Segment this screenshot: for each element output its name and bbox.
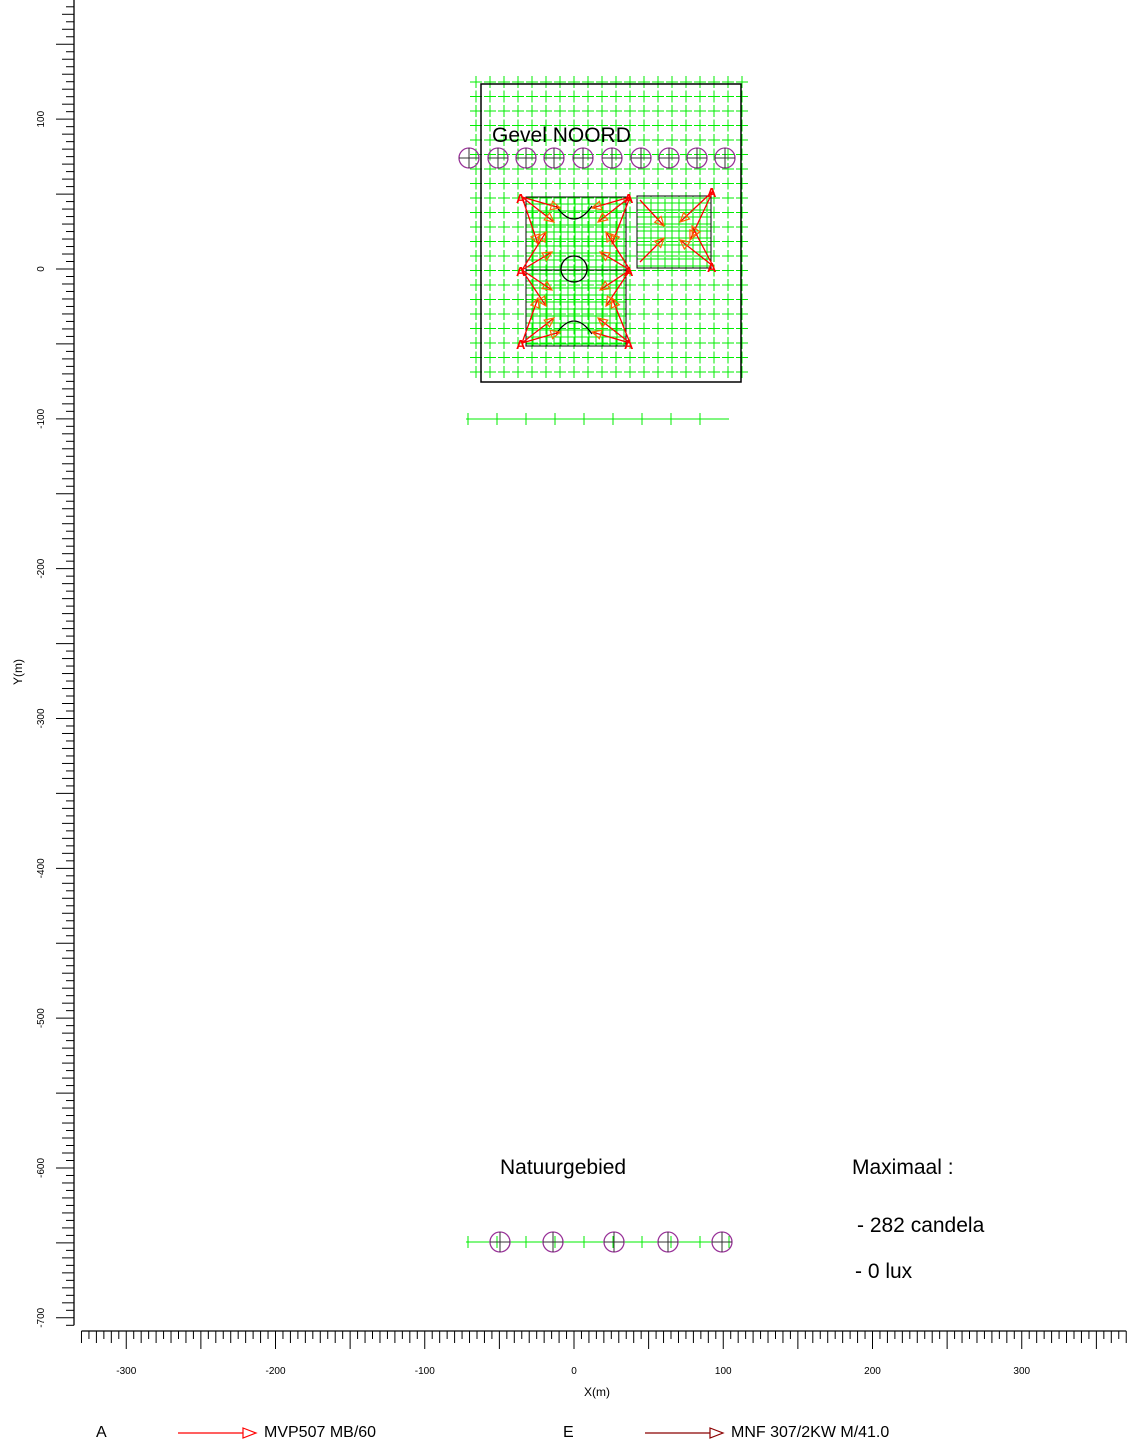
legend-name-e: MNF 307/2KW M/41.0 xyxy=(731,1424,890,1441)
aim-arrow xyxy=(605,230,616,243)
x-axis-label: X(m) xyxy=(584,1385,610,1399)
y-tick-label: 0 xyxy=(36,266,47,272)
beam-line xyxy=(639,199,665,227)
aim-arrow xyxy=(653,237,665,249)
y-tick-label: -100 xyxy=(36,408,47,428)
aim-arrow xyxy=(549,329,562,340)
aim-arrow xyxy=(596,211,609,223)
aim-arrow xyxy=(541,280,554,291)
main-field xyxy=(525,196,627,347)
y-tick-label: -600 xyxy=(36,1158,47,1178)
aim-arrow xyxy=(596,317,609,329)
legend-code-e: E xyxy=(563,1424,574,1441)
y-axis-label: Y(m) xyxy=(11,659,25,685)
training-field xyxy=(636,195,712,269)
beam-line xyxy=(639,237,665,263)
x-tick-label: -200 xyxy=(265,1366,285,1377)
beam-line xyxy=(521,317,555,344)
legend-lines xyxy=(178,1427,725,1439)
aim-arrow xyxy=(678,239,691,251)
aim-arrow xyxy=(691,224,702,237)
y-tick-label: 100 xyxy=(36,110,47,127)
beam-line xyxy=(521,269,547,307)
aim-arrow xyxy=(549,200,562,211)
x-tick-label: 100 xyxy=(715,1366,732,1377)
aim-arrow xyxy=(541,251,554,262)
gevel-noord-label: Gevel NOORD xyxy=(492,124,631,147)
beam-line xyxy=(611,196,631,245)
beam-line xyxy=(599,269,631,291)
aim-arrow xyxy=(529,296,540,309)
beam-line xyxy=(679,190,714,223)
aim-arrow xyxy=(543,317,556,329)
aim-arrow xyxy=(610,296,621,309)
y-tick-label: -700 xyxy=(36,1307,47,1327)
beam-line xyxy=(599,251,631,271)
aim-arrow xyxy=(678,211,691,223)
beam-line xyxy=(521,297,539,344)
legend-arrow xyxy=(709,1427,725,1439)
beam-line xyxy=(521,196,539,245)
aim-arrow xyxy=(605,295,616,308)
aim-arrow xyxy=(529,233,540,246)
x-tick-label: 200 xyxy=(864,1366,881,1377)
luminaire-beams: AAAAAAAA xyxy=(516,185,717,352)
beam-line xyxy=(597,196,631,223)
legend-name-a: MVP507 MB/60 xyxy=(264,1424,377,1441)
y-tick-label: -400 xyxy=(36,858,47,878)
luminaire-marker: A xyxy=(707,260,717,275)
aim-arrow xyxy=(598,251,611,262)
beam-line xyxy=(521,196,555,223)
beam-line xyxy=(521,331,561,344)
beam-line xyxy=(521,231,547,271)
y-tick-label: -200 xyxy=(36,558,47,578)
field-outlines xyxy=(480,83,742,383)
luminaire-marker: A xyxy=(516,337,526,352)
beam-line xyxy=(597,317,631,344)
centre-circle xyxy=(560,255,588,283)
beam-line xyxy=(521,251,553,271)
beam-line xyxy=(521,196,561,209)
legend-arrow xyxy=(242,1427,258,1439)
luminaire-marker: A xyxy=(516,191,526,206)
beam-line xyxy=(605,269,631,307)
x-tick-label: -300 xyxy=(116,1366,136,1377)
aim-arrow xyxy=(536,230,547,243)
beam-line xyxy=(591,331,631,344)
luminaire-marker: A xyxy=(624,337,634,352)
max-candela-value: - 282 candela xyxy=(857,1214,985,1237)
site-boundary xyxy=(480,83,742,383)
y-tick-label: -300 xyxy=(36,708,47,728)
axes: 100 0 -100 -200 -300 -400 -500 -600 -700 Y(m) -300… xyxy=(11,0,1127,1399)
aim-arrow xyxy=(598,280,611,291)
beam-line xyxy=(691,225,714,267)
luminaire-marker: A xyxy=(516,264,526,279)
x-tick-label: 0 xyxy=(571,1366,577,1377)
beam-line xyxy=(679,239,714,267)
natuurgebied-label: Natuurgebied xyxy=(500,1156,627,1179)
aim-arrow xyxy=(590,329,603,340)
aim-arrow xyxy=(689,229,699,242)
y-tick-label: -500 xyxy=(36,1008,47,1028)
aim-arrow xyxy=(536,295,547,308)
aim-arrow xyxy=(653,215,665,228)
x-tick-label: -100 xyxy=(415,1366,435,1377)
beam-line xyxy=(591,196,631,209)
observer-points xyxy=(458,147,736,1253)
penalty-arc-south xyxy=(555,320,593,335)
beam-line xyxy=(611,297,631,344)
calculation-grid xyxy=(466,76,748,1248)
beam-line xyxy=(521,269,553,291)
aim-arrow xyxy=(590,200,603,211)
beam-line xyxy=(605,231,631,271)
maximaal-label: Maximaal : xyxy=(852,1156,954,1179)
x-tick-label: 300 xyxy=(1013,1366,1030,1377)
legend-code-a: A xyxy=(96,1424,107,1441)
max-lux-value: - 0 lux xyxy=(855,1260,913,1283)
penalty-arc-north xyxy=(555,205,593,220)
aim-arrow xyxy=(543,211,556,223)
